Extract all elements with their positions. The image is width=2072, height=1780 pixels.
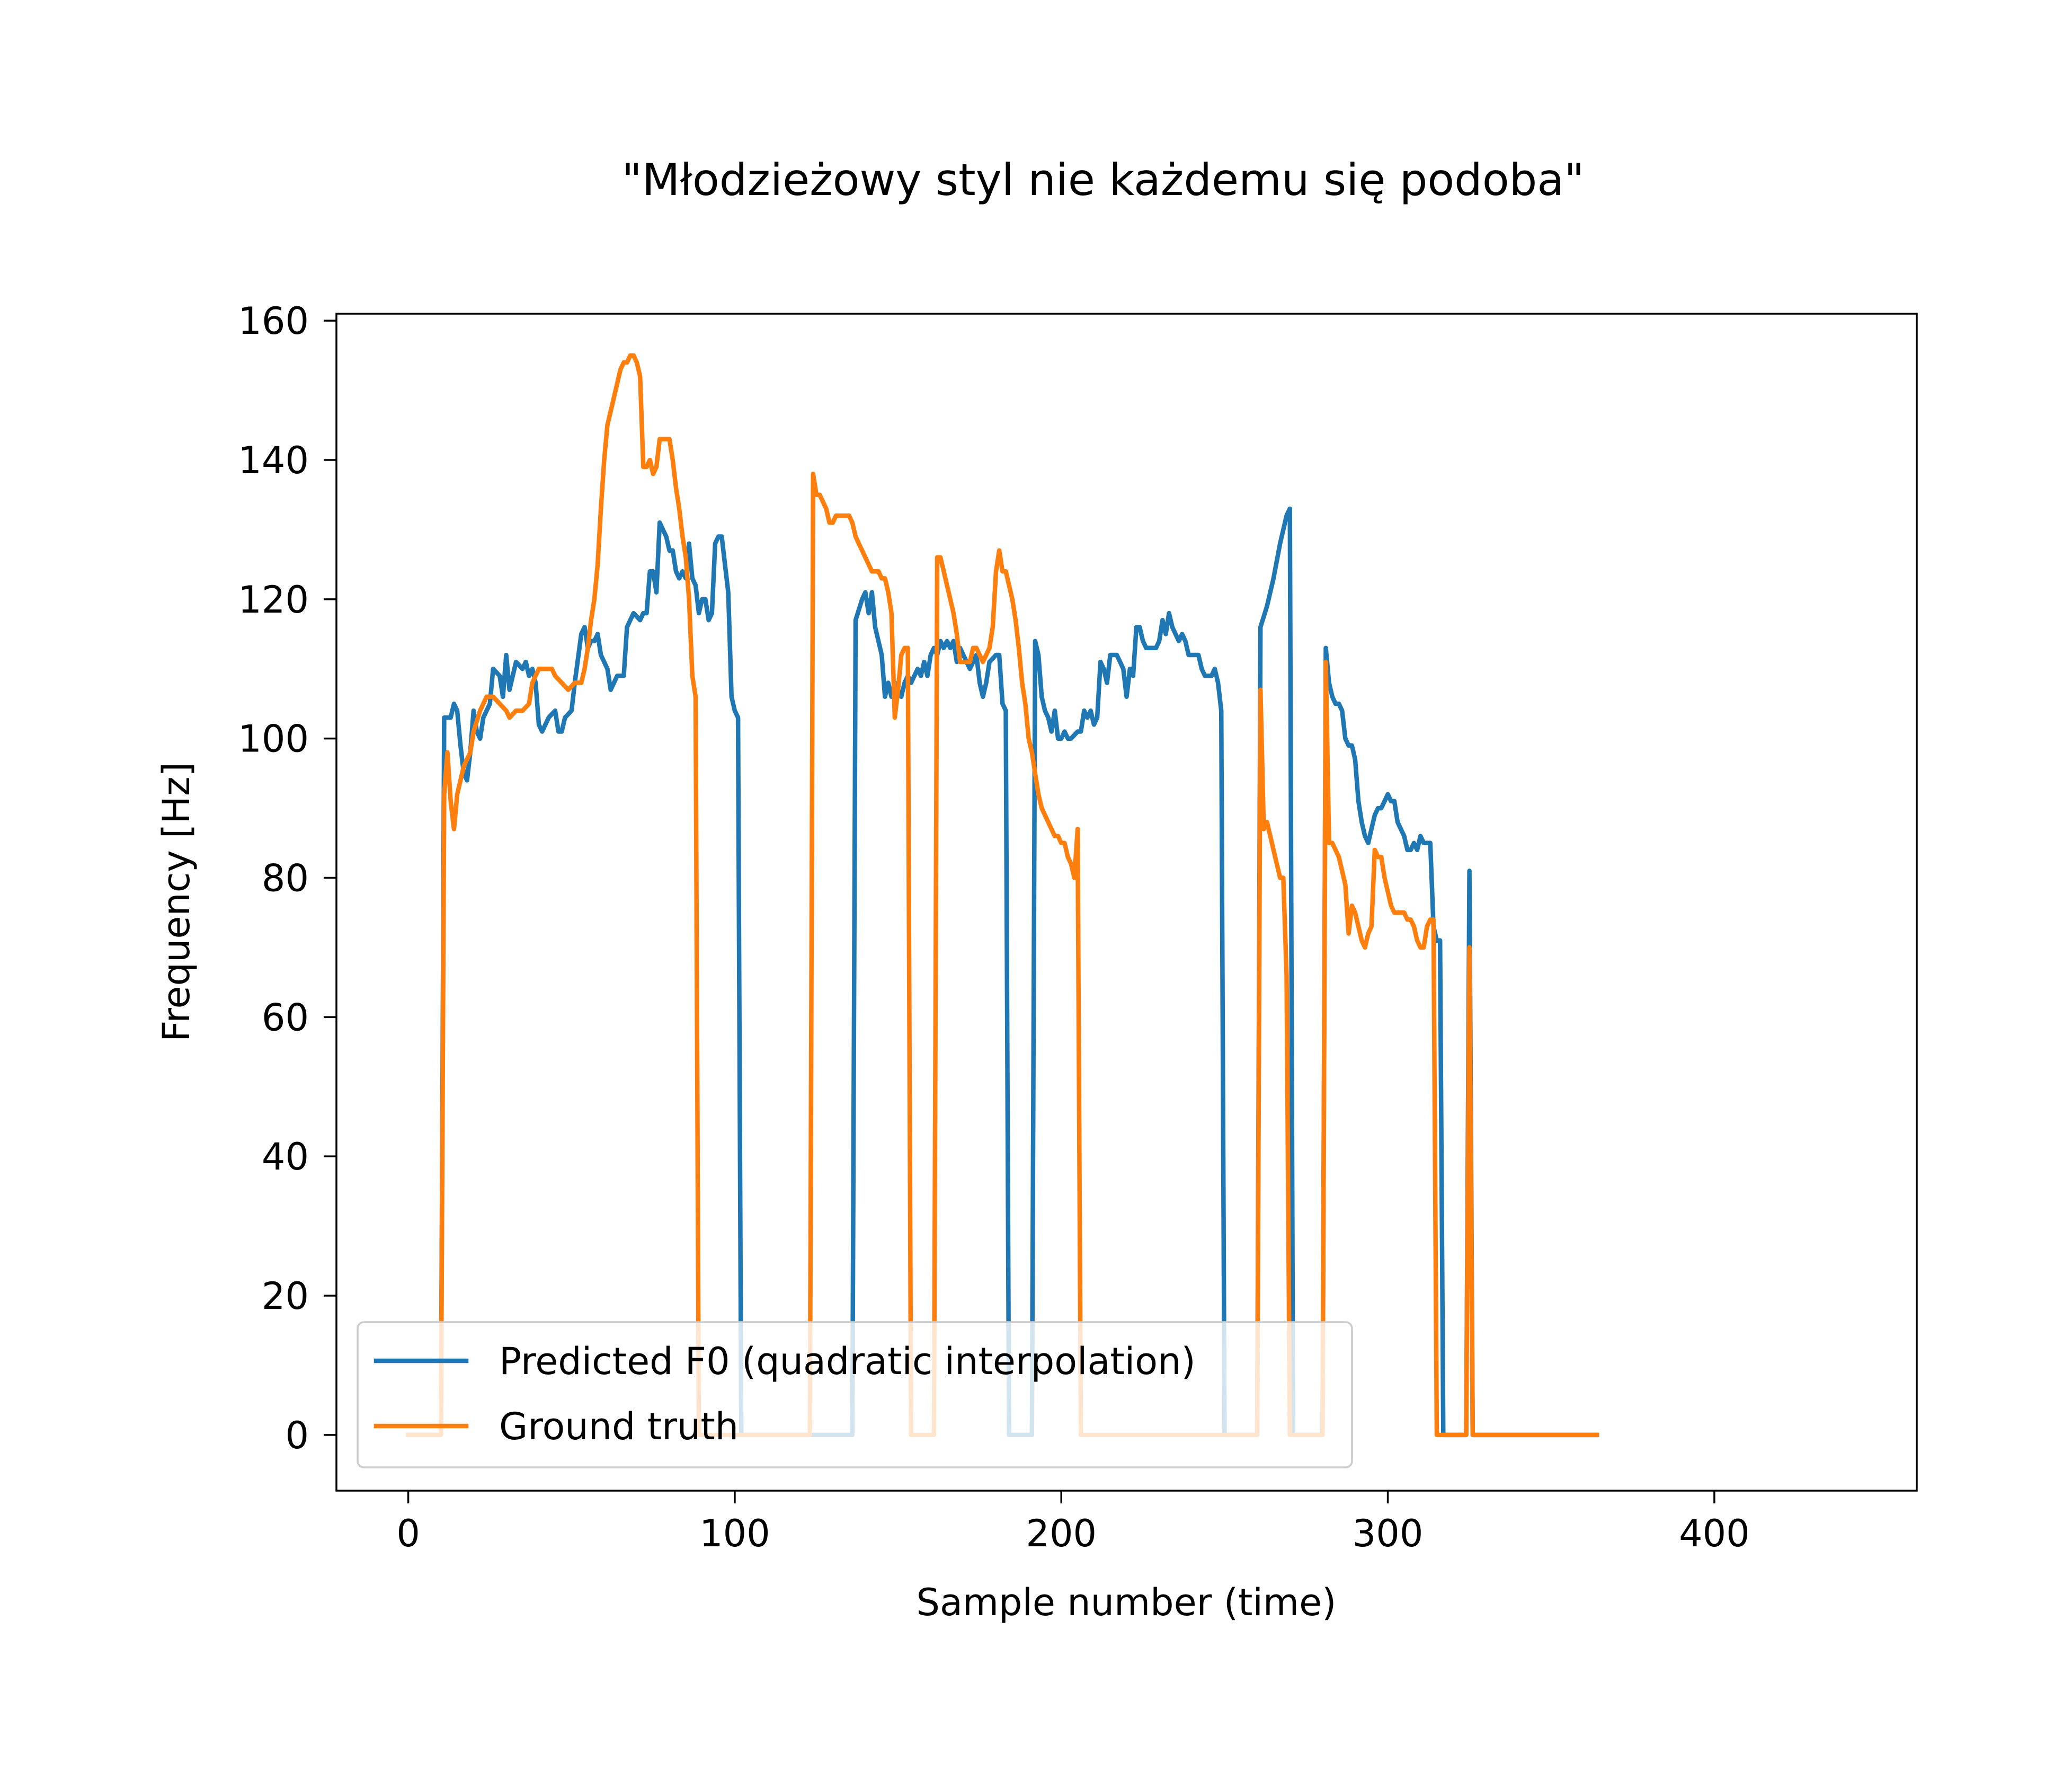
x-tick-label: 400 [1679, 1512, 1750, 1555]
x-axis-ticks: 0 100 200 300 400 [396, 1491, 1750, 1555]
legend-label-ground-truth: Ground truth [499, 1405, 739, 1448]
legend-label-predicted: Predicted F0 (quadratic interpolation) [499, 1340, 1196, 1383]
x-tick-label: 200 [1026, 1512, 1097, 1555]
x-axis-label: Sample number (time) [917, 1581, 1337, 1624]
x-tick-label: 100 [699, 1512, 770, 1555]
y-tick-label: 120 [238, 578, 309, 622]
chart-title: "Młodzieżowy styl nie każdemu się podoba… [622, 154, 1585, 206]
y-tick-label: 40 [262, 1135, 309, 1179]
legend-box [357, 1321, 1353, 1468]
y-axis-ticks: 0 20 40 60 80 100 120 140 160 [238, 299, 336, 1457]
y-tick-label: 0 [285, 1414, 309, 1457]
y-tick-label: 80 [262, 857, 309, 900]
y-tick-label: 100 [238, 718, 309, 761]
y-tick-label: 140 [238, 439, 309, 482]
x-tick-label: 0 [396, 1512, 420, 1555]
y-tick-label: 60 [262, 996, 309, 1039]
plot-frame [335, 313, 1918, 1492]
legend: Predicted F0 (quadratic interpolation) G… [357, 1321, 1353, 1468]
y-tick-label: 160 [238, 299, 309, 343]
x-tick-label: 300 [1353, 1512, 1424, 1555]
y-tick-label: 20 [262, 1274, 309, 1318]
y-axis-label: Frequency [Hz] [155, 762, 198, 1042]
